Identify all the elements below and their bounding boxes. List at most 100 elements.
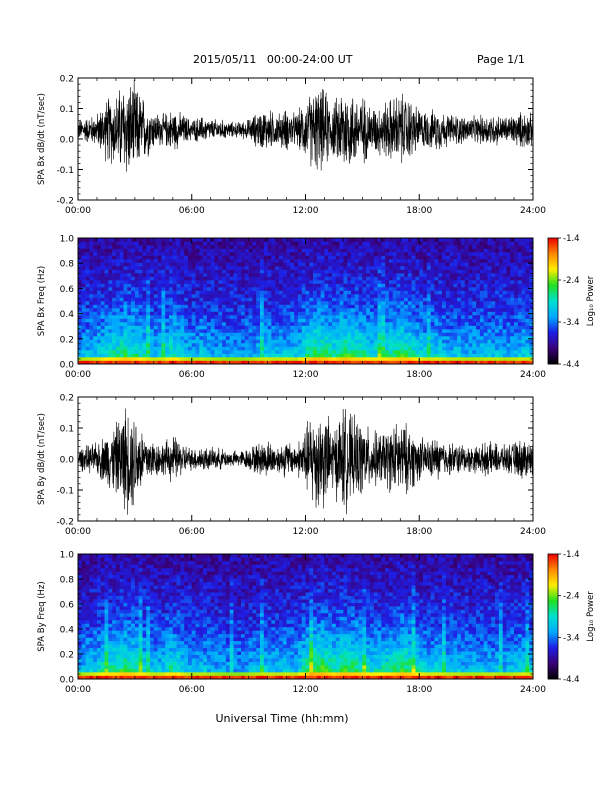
- spectrogram-cell: [142, 318, 147, 323]
- spectrogram-cell: [263, 360, 268, 365]
- spectrogram-cell: [301, 273, 306, 277]
- colorbar-swatch: [548, 269, 558, 272]
- spectrogram-cell: [464, 262, 469, 267]
- spectrogram-cell: [366, 339, 371, 344]
- spectrogram-cell: [263, 308, 268, 312]
- spectrogram-cell: [476, 287, 481, 291]
- spectrogram-cell: [392, 301, 397, 305]
- spectrogram-cell: [271, 266, 276, 270]
- spectrogram-cell: [150, 308, 155, 312]
- spectrogram-cell: [256, 283, 261, 288]
- spectrogram-cell: [263, 329, 268, 333]
- spectrogram-cell: [252, 343, 257, 347]
- spectrogram-cell: [502, 301, 507, 305]
- spectrogram-cell: [525, 259, 530, 263]
- spectrogram-cell: [366, 290, 371, 295]
- spectrogram-cell: [180, 353, 185, 358]
- spectrogram-cell: [460, 329, 466, 333]
- spectrogram-cell: [354, 301, 359, 305]
- spectrogram-cell: [104, 346, 109, 351]
- spectrogram-cell: [351, 273, 356, 277]
- spectrogram-cell: [404, 336, 409, 340]
- spectrogram-cell: [275, 332, 280, 337]
- spectrogram-cell: [313, 262, 318, 267]
- spectrogram-cell: [457, 269, 462, 274]
- spectrogram-cell: [521, 357, 526, 361]
- spectrogram-cell: [138, 269, 143, 274]
- spectrogram-cell: [411, 346, 416, 351]
- spectrogram-cell: [100, 665, 105, 669]
- x-tick-label: 06:00: [179, 370, 205, 380]
- spectrogram-cell: [347, 318, 352, 323]
- spectrogram-cell: [529, 269, 534, 274]
- spectrogram-cell: [495, 346, 500, 351]
- spectrogram-cell: [210, 339, 215, 344]
- spectrogram-cell: [419, 346, 424, 351]
- spectrogram-cell: [445, 322, 450, 326]
- spectrogram-cell: [294, 280, 299, 284]
- spectrogram-cell: [203, 294, 208, 298]
- spectrogram-cell: [426, 241, 431, 246]
- spectrogram-cell: [479, 304, 485, 309]
- spectrogram-cell: [366, 297, 371, 302]
- spectrogram-cell: [328, 360, 333, 365]
- spectrogram-cell: [244, 276, 249, 281]
- spectrogram-cell: [351, 332, 356, 337]
- spectrogram-cell: [93, 280, 98, 284]
- spectrogram-cell: [301, 315, 306, 319]
- spectrogram-cell: [123, 357, 128, 361]
- spectrogram-cell: [278, 259, 284, 263]
- spectrogram-cell: [131, 315, 136, 319]
- spectrogram-cell: [415, 343, 420, 347]
- spectrogram-cell: [244, 353, 249, 358]
- spectrogram-cell: [354, 266, 359, 270]
- spectrogram-cell: [316, 353, 321, 358]
- spectrogram-cell: [169, 346, 174, 351]
- spectrogram-cell: [495, 325, 500, 330]
- spectrogram-cell: [525, 350, 530, 354]
- spectrogram-cell: [199, 283, 204, 288]
- spectrogram-cell: [305, 259, 310, 263]
- spectrogram-cell: [373, 301, 378, 305]
- spectrogram-cell: [301, 252, 306, 256]
- spectrogram-cell: [411, 301, 416, 305]
- spectrogram-cell: [392, 343, 397, 347]
- spectrogram-cell: [411, 350, 416, 354]
- spectrogram-cell: [491, 290, 496, 295]
- spectrogram-cell: [460, 252, 466, 256]
- spectrogram-cell: [176, 280, 181, 284]
- spectrogram-cell: [332, 350, 337, 354]
- spectrogram-cell: [301, 294, 306, 298]
- spectrogram-cell: [150, 325, 155, 330]
- spectrogram-cell: [214, 255, 219, 260]
- spectrogram-cell: [464, 322, 469, 326]
- spectrogram-cell: [85, 339, 90, 344]
- spectrogram-cell: [286, 255, 291, 260]
- spectrogram-cell: [191, 304, 196, 309]
- spectrogram-cell: [438, 329, 443, 333]
- spectrogram-cell: [153, 297, 158, 302]
- spectrogram-cell: [256, 273, 261, 277]
- spectrogram-cell: [487, 357, 492, 361]
- spectrogram-cell: [491, 315, 496, 319]
- spectrogram-cell: [282, 325, 287, 330]
- spectrogram-cell: [89, 595, 94, 600]
- spectrogram-cell: [256, 297, 261, 302]
- spectrogram-cell: [237, 339, 242, 344]
- spectrogram-cell: [267, 241, 272, 246]
- spectrogram-cell: [206, 238, 212, 242]
- spectrogram-cell: [206, 269, 212, 274]
- spectrogram-cell: [366, 346, 371, 351]
- spectrogram-cell: [206, 280, 212, 284]
- spectrogram-cell: [153, 332, 158, 337]
- panel-3: 0.20.10.0-0.1-0.200:00 06:00 12:00 18:00 24:…: [37, 394, 546, 538]
- spectrogram-cell: [396, 245, 401, 249]
- spectrogram-cell: [517, 315, 522, 319]
- spectrogram-cell: [214, 322, 219, 326]
- spectrogram-cell: [453, 339, 458, 344]
- spectrogram-cell: [123, 322, 128, 326]
- spectrogram-cell: [115, 262, 121, 267]
- spectrogram-cell: [191, 294, 196, 298]
- spectrogram-cell: [96, 585, 102, 590]
- spectrogram-cell: [100, 259, 105, 263]
